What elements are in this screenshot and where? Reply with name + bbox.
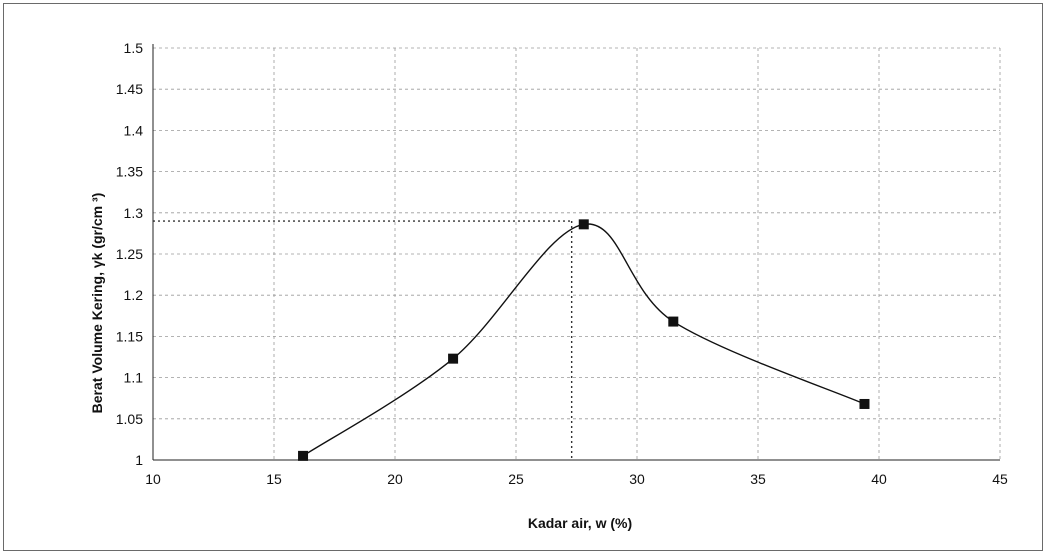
- chart-frame: [3, 3, 1043, 551]
- x-tick-label: 30: [629, 471, 645, 487]
- x-tick-label: 35: [750, 471, 766, 487]
- y-tick-labels: 1 1.05 1.1 1.15 1.2 1.25 1.3 1.35 1.4 1.45 1.5: [116, 40, 143, 468]
- y-tick-label: 1.15: [116, 328, 143, 344]
- y-tick-label: 1.25: [116, 246, 143, 262]
- grid: [153, 47, 1001, 461]
- y-tick-label: 1.05: [116, 411, 143, 427]
- data-point: [298, 450, 309, 461]
- y-tick-label: 1: [135, 452, 143, 468]
- data-point: [578, 219, 589, 230]
- y-tick-label: 1.45: [116, 81, 143, 97]
- y-tick-label: 1.3: [124, 205, 144, 221]
- y-tick-label: 1.35: [116, 164, 143, 180]
- x-tick-label: 15: [266, 471, 282, 487]
- y-tick-label: 1.4: [124, 122, 144, 138]
- series-line: [302, 223, 865, 457]
- x-tick-label: 40: [871, 471, 887, 487]
- data-point: [859, 398, 870, 409]
- x-tick-label: 20: [387, 471, 403, 487]
- x-tick-label: 45: [992, 471, 1008, 487]
- x-axis-label: Kadar air, w (%): [528, 515, 632, 531]
- series: [298, 219, 870, 461]
- x-tick-labels: 10 15 20 25 30 35 40 45: [145, 471, 1008, 487]
- y-tick-label: 1.2: [124, 287, 144, 303]
- y-tick-label: 1.1: [124, 370, 144, 386]
- x-tick-label: 10: [145, 471, 161, 487]
- axes: [152, 44, 1000, 461]
- data-point: [668, 316, 679, 327]
- reference-lines: [153, 220, 573, 460]
- x-tick-label: 25: [508, 471, 524, 487]
- data-point: [448, 353, 459, 364]
- y-tick-label: 1.5: [124, 40, 144, 56]
- y-axis-label: Berat Volume Kering, γk (gr/cm ³): [89, 193, 105, 414]
